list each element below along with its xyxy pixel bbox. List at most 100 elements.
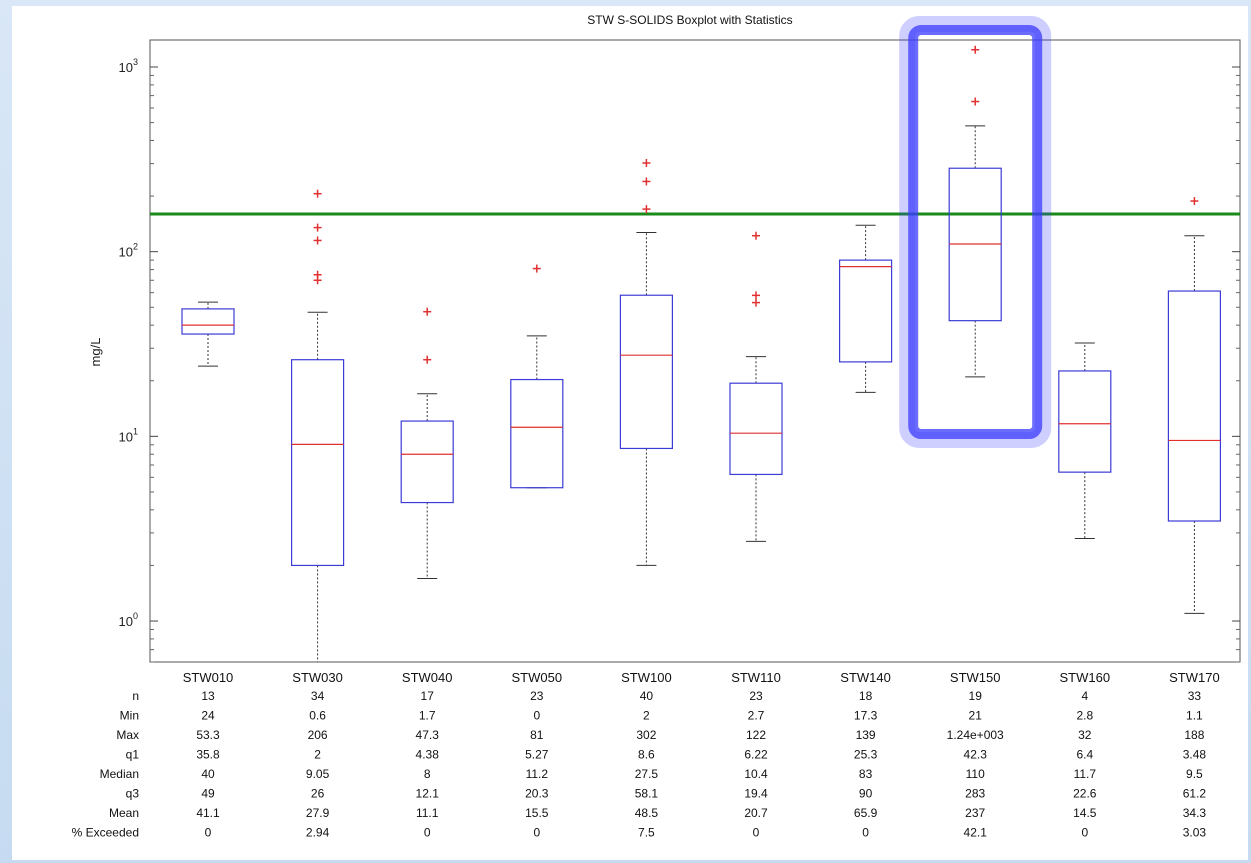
stat-value: 20.7 [744, 806, 768, 820]
stat-value: 0 [862, 826, 869, 840]
stat-value: 81 [530, 728, 544, 742]
box-iqr [181, 308, 235, 335]
stat-value: 2.94 [306, 826, 330, 840]
box-stw110 [729, 231, 783, 542]
stat-value: 10.4 [744, 767, 768, 781]
stat-value: 49 [201, 787, 215, 801]
stat-value: 7.5 [638, 826, 655, 840]
category-label: STW160 [1060, 670, 1111, 685]
stat-value: 20.3 [525, 787, 549, 801]
y-tick-label: 100 [119, 611, 138, 629]
stat-value: 19 [969, 689, 983, 703]
stat-value: 65.9 [854, 806, 878, 820]
box-stw140 [838, 224, 893, 393]
stat-value: 122 [746, 728, 766, 742]
stat-value: 188 [1184, 728, 1204, 742]
stat-value: 21 [969, 709, 983, 723]
stat-value: 61.2 [1183, 787, 1207, 801]
stat-value: 8.6 [638, 748, 655, 762]
stat-row-label: Min [120, 709, 139, 723]
stat-value: 23 [530, 689, 544, 703]
stat-value: 0 [1081, 826, 1088, 840]
stat-value: 0 [533, 709, 540, 723]
stat-value: 0.6 [309, 709, 326, 723]
stat-value: 23 [749, 689, 763, 703]
stat-value: 17 [421, 689, 435, 703]
stat-value: 4 [1081, 689, 1088, 703]
stat-value: 32 [1078, 728, 1092, 742]
stat-value: 6.4 [1076, 748, 1093, 762]
category-label: STW100 [621, 670, 672, 685]
box-iqr [400, 420, 454, 504]
y-tick-label: 101 [119, 426, 138, 444]
stat-value: 12.1 [416, 787, 440, 801]
stat-value: 283 [965, 787, 985, 801]
stat-value: 42.1 [964, 826, 988, 840]
stat-value: 41.1 [196, 806, 220, 820]
stat-value: 90 [859, 787, 873, 801]
stat-value: 237 [965, 806, 985, 820]
stat-value: 18 [859, 689, 873, 703]
category-label: STW140 [840, 670, 891, 685]
category-label: STW110 [731, 670, 781, 685]
stat-value: 34 [311, 689, 325, 703]
stat-value: 17.3 [854, 709, 878, 723]
stat-value: 1.7 [419, 709, 436, 723]
box-iqr [838, 259, 893, 363]
stat-value: 14.5 [1073, 806, 1097, 820]
stat-value: 19.4 [744, 787, 768, 801]
stat-row-label: n [132, 689, 139, 703]
stat-value: 2.7 [748, 709, 765, 723]
category-label: STW010 [183, 670, 234, 685]
stat-value: 4.38 [416, 748, 440, 762]
stat-value: 9.05 [306, 767, 330, 781]
stat-value: 8 [424, 767, 431, 781]
y-axis-label: mg/L [88, 338, 103, 367]
stat-value: 1.1 [1186, 709, 1203, 723]
stat-value: 42.3 [964, 748, 988, 762]
stat-value: 11.7 [1074, 767, 1097, 781]
stat-value: 3.48 [1183, 748, 1207, 762]
highlight-glow [899, 16, 1052, 448]
stat-value: 302 [636, 728, 656, 742]
box-iqr [619, 294, 674, 450]
stat-value: 9.5 [1186, 767, 1203, 781]
stat-value: 0 [424, 826, 431, 840]
stat-row-label: Mean [109, 806, 139, 820]
stat-value: 40 [201, 767, 215, 781]
stat-value: 1.24e+003 [947, 728, 1004, 742]
stat-value: 2 [314, 748, 321, 762]
stat-value: 206 [308, 728, 328, 742]
stat-value: 0 [205, 826, 212, 840]
box-stw030 [291, 189, 345, 662]
stat-value: 2.8 [1076, 709, 1093, 723]
y-tick-label: 102 [119, 242, 138, 260]
stat-row-label: Max [116, 728, 139, 742]
stat-value: 3.03 [1183, 826, 1207, 840]
stat-value: 83 [859, 767, 873, 781]
stat-value: 13 [201, 689, 215, 703]
category-label: STW150 [950, 670, 1001, 685]
y-tick-label: 103 [119, 57, 138, 75]
plot-area: 100 101 102 103 [119, 16, 1241, 663]
stat-row-label: % Exceeded [72, 826, 139, 840]
highlight-frame [908, 25, 1043, 439]
box-iqr [1058, 370, 1112, 473]
stat-value: 40 [640, 689, 654, 703]
stat-value: 47.3 [416, 728, 440, 742]
stat-value: 48.5 [635, 806, 659, 820]
stat-value: 15.5 [525, 806, 549, 820]
box-iqr [729, 382, 783, 476]
stat-value: 26 [311, 787, 325, 801]
stat-value: 58.1 [635, 787, 659, 801]
stat-value: 25.3 [854, 748, 878, 762]
stat-value: 35.8 [196, 748, 220, 762]
stat-row-label: q3 [126, 787, 140, 801]
stat-value: 0 [533, 826, 540, 840]
category-label: STW040 [402, 670, 453, 685]
stat-value: 27.5 [635, 767, 659, 781]
stat-value: 139 [856, 728, 876, 742]
stat-value: 33 [1188, 689, 1202, 703]
